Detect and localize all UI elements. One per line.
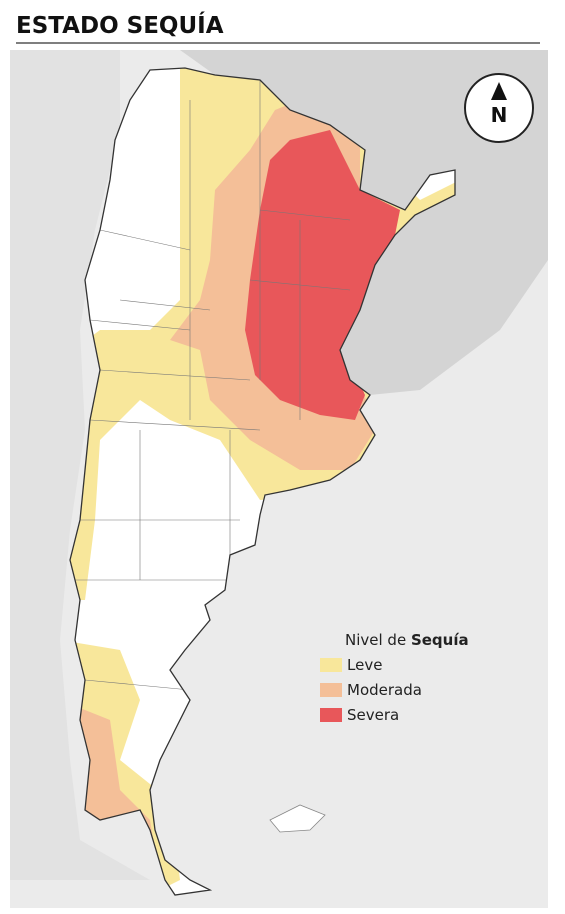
page: ESTADO SEQUÍA N Nivel de Sequía Leve Mode…: [0, 0, 565, 914]
title: ESTADO SEQUÍA: [16, 11, 224, 39]
legend-title: Nivel de Sequía: [345, 631, 469, 649]
legend-swatch: [320, 658, 342, 672]
legend-title-text: Nivel de: [345, 631, 411, 649]
north-label: N: [491, 103, 508, 127]
map-figure: ESTADO SEQUÍA N Nivel de Sequía Leve Mode…: [0, 0, 565, 914]
legend-swatch: [320, 683, 342, 697]
legend-label: Severa: [347, 706, 399, 724]
legend-label: Moderada: [347, 681, 422, 699]
legend-label: Leve: [347, 656, 382, 674]
legend-swatch: [320, 708, 342, 722]
legend-title-bold: Sequía: [411, 631, 469, 649]
